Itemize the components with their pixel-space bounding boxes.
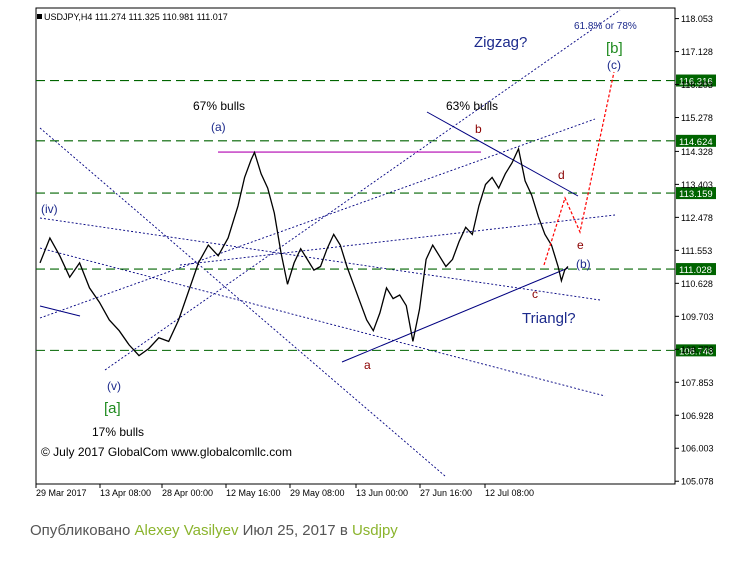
price-chart: 116.316 114.624 113.159 111.028 108.748 118.0… — [35, 7, 716, 498]
x-tick-label-3: 12 May 16:00 — [226, 488, 281, 498]
level-tag-1 — [676, 134, 716, 147]
author-link[interactable]: Alexey Vasilyev — [134, 522, 239, 539]
annotation-4: 67% bulls — [193, 99, 245, 113]
annotation-11: c — [532, 287, 538, 301]
x-tick-label-4: 29 May 08:00 — [290, 488, 345, 498]
y-tick-label-4: 114.328 — [681, 147, 713, 157]
x-tick-label-2: 28 Apr 00:00 — [162, 488, 213, 498]
annotation-0: Zigzag? — [474, 34, 527, 51]
annotation-3: (c) — [607, 58, 621, 72]
y-tick-label-12: 106.928 — [681, 411, 714, 421]
level-label-3: 111.028 — [679, 265, 712, 276]
triangle-lower-line — [341, 267, 569, 363]
header-marker — [37, 14, 42, 19]
annotation-16: [a] — [104, 400, 121, 417]
x-tick-label-1: 13 Apr 08:00 — [100, 488, 151, 498]
level-tag-0 — [676, 74, 716, 87]
footer-date: Июл 25, 2017 в — [238, 522, 352, 539]
footer-prefix: Опубликовано — [30, 522, 135, 539]
y-tick-label-9: 109.703 — [681, 312, 714, 322]
level-label-1: 114.624 — [679, 137, 713, 148]
annotation-2: [b] — [606, 40, 623, 57]
price-line — [39, 146, 569, 357]
publication-footer: Опубликовано Alexey Vasilyev Июл 25, 201… — [30, 522, 398, 539]
y-tick-label-13: 106.003 — [681, 444, 714, 454]
x-tick-label-6: 27 Jun 16:00 — [420, 488, 472, 498]
x-tick-label-5: 13 Jun 00:00 — [356, 488, 408, 498]
annotation-9: e — [577, 238, 584, 252]
annotation-7: b — [475, 122, 482, 136]
annotation-6: 63% bulls — [446, 99, 498, 113]
left-trend-line — [39, 305, 81, 317]
level-label-4: 108.748 — [679, 346, 713, 357]
channel-line-1 — [39, 127, 446, 477]
y-tick-label-3: 115.278 — [681, 113, 713, 123]
annotation-5: (a) — [211, 120, 226, 134]
x-tick-label-0: 29 Mar 2017 — [36, 488, 87, 498]
y-tick-label-11: 107.853 — [681, 378, 714, 388]
annotation-10: (b) — [576, 257, 591, 271]
channel-line-2 — [39, 247, 606, 397]
level-tag-4 — [676, 344, 716, 357]
level-label-2: 113.159 — [679, 189, 713, 200]
y-tick-label-2: 116.203 — [681, 80, 713, 90]
triangle-upper-line — [426, 111, 579, 197]
projection-path — [543, 71, 615, 266]
x-tick-label-7: 12 Jul 08:00 — [485, 488, 534, 498]
annotation-17: 17% bulls — [92, 425, 144, 439]
y-tick-label-6: 112.478 — [681, 213, 713, 223]
chart-container: 116.316 114.624 113.159 111.028 108.748 118.0… — [35, 7, 716, 498]
tag-link[interactable]: Usdjpy — [351, 522, 398, 539]
chart-header: USDJPY,H4 111.274 111.325 110.981 111.01… — [44, 12, 228, 22]
y-tick-label-7: 111.553 — [681, 246, 712, 256]
plot-frame — [35, 7, 676, 485]
y-tick-label-14: 105.078 — [681, 477, 714, 487]
annotation-15: (v) — [107, 379, 121, 393]
annotation-13: a — [364, 358, 371, 372]
channel-line-6 — [179, 214, 616, 266]
annotation-14: (iv) — [41, 202, 58, 216]
annotation-12: Triangl? — [522, 310, 576, 327]
copyright-note: © July 2017 GlobalCom www.globalcomllc.c… — [41, 445, 292, 459]
y-tick-label-8: 110.628 — [681, 279, 713, 289]
channel-line-4 — [104, 9, 621, 371]
level-label-0: 116.316 — [679, 77, 713, 88]
level-tag-2 — [676, 187, 716, 200]
y-tick-label-5: 113.403 — [681, 180, 713, 190]
y-tick-label-0: 118.053 — [681, 14, 713, 24]
annotation-8: d — [558, 168, 565, 182]
annotation-1: 61.8% or 78% — [574, 21, 637, 32]
level-tag-3 — [676, 263, 716, 276]
y-tick-label-1: 117.128 — [681, 47, 713, 57]
y-tick-label-10: 108.778 — [681, 345, 714, 355]
